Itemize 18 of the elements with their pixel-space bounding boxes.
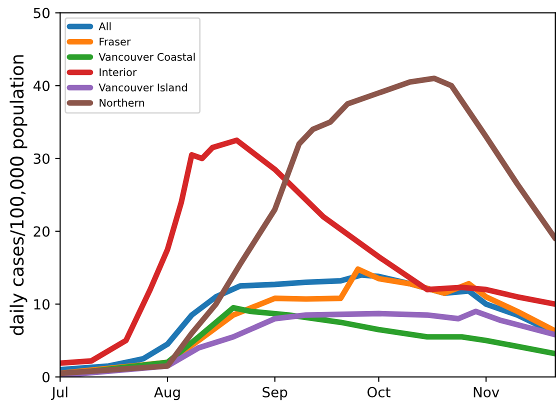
y-tick-label: 30 [34,153,50,164]
legend-label: All [98,22,111,30]
legend-label: Northern [100,98,144,107]
legend-label: Vancouver Coastal [98,52,195,61]
y-tick-label: 40 [33,80,50,92]
x-tick-label: Jul [51,386,68,400]
legend-label: Fraser [100,38,131,46]
x-tick-label: Nov [474,387,500,398]
x-tick-label: Oct [368,386,390,398]
legend-label: Interior [100,68,137,76]
y-tick-label: 10 [34,299,50,310]
y-axis-title: daily cases/100,000 population [10,55,28,336]
y-tick-label: 50 [34,8,50,18]
x-tick-label: Aug [154,387,180,400]
y-tick-label: 20 [34,226,50,237]
legend-label: Vancouver Island [98,83,187,92]
y-tick-label: 0 [42,372,50,382]
x-tick-label: Sep [262,386,288,400]
